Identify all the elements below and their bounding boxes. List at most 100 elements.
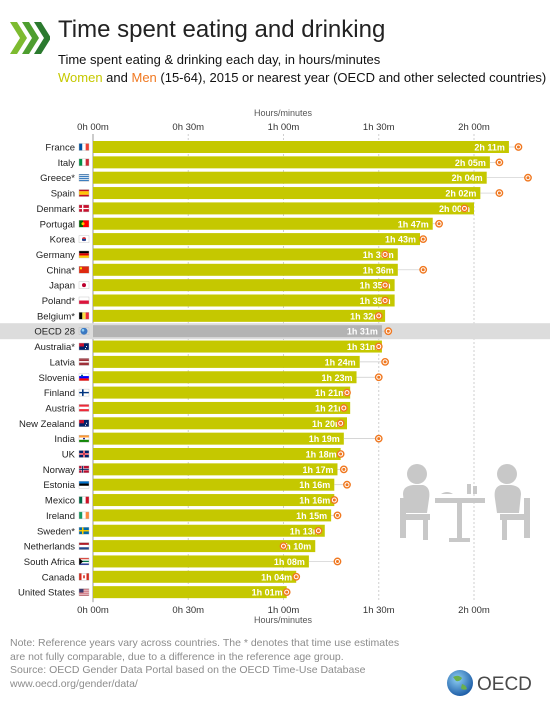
marker-men-core bbox=[421, 268, 425, 272]
bar-chart: Hours/minutes Hours/minutes 0h 00m 0h 00m 0h… bbox=[0, 108, 550, 625]
flag-kr-icon bbox=[78, 235, 90, 243]
legend-women: Women bbox=[58, 70, 103, 85]
bar-row: Portugal 1h 47m bbox=[40, 217, 443, 230]
marker-men-core bbox=[345, 483, 349, 487]
bar-women bbox=[93, 340, 382, 353]
category-label: Austria bbox=[45, 403, 75, 414]
category-label: Poland* bbox=[42, 296, 76, 307]
flag-ee-icon bbox=[78, 481, 90, 489]
bar-row: New Zealand 1h 20m bbox=[19, 417, 347, 430]
category-label: OECD 28 bbox=[34, 327, 75, 338]
flag-border bbox=[78, 235, 90, 243]
category-label: Mexico bbox=[45, 496, 75, 507]
flag-part bbox=[86, 422, 87, 424]
flag-ca-icon bbox=[78, 573, 90, 581]
flag-mx-icon bbox=[78, 496, 90, 504]
data-label: 1h 16m bbox=[299, 496, 330, 506]
data-label: 1h 13m bbox=[290, 526, 321, 536]
flag-part bbox=[79, 177, 89, 179]
marker-men-core bbox=[339, 452, 343, 456]
bar-women bbox=[93, 494, 335, 507]
tick-label-top: 1h 00m bbox=[268, 122, 300, 133]
bar-row: Mexico 1h 16m bbox=[45, 494, 339, 507]
bar-row: Sweden* 1h 13m bbox=[37, 524, 325, 537]
bar-women bbox=[93, 463, 338, 476]
marker-men-core bbox=[383, 252, 387, 256]
category-label: Australia* bbox=[34, 342, 75, 353]
legend-line: Women and Men (15-64), 2015 or nearest y… bbox=[58, 70, 546, 85]
legend-and: and bbox=[102, 70, 132, 85]
flag-es-icon bbox=[78, 189, 90, 197]
note-line-1: Note: Reference years vary across countr… bbox=[10, 637, 400, 649]
flag-part bbox=[79, 406, 89, 410]
flag-border bbox=[78, 481, 90, 489]
flag-border bbox=[78, 496, 90, 504]
bar-women bbox=[93, 386, 351, 399]
bar-row: Poland* 1h 35m bbox=[42, 294, 395, 307]
flag-part bbox=[79, 593, 89, 595]
flag-border bbox=[78, 373, 90, 381]
flag-part bbox=[82, 496, 86, 504]
marker-men-core bbox=[497, 191, 501, 195]
flag-part bbox=[79, 312, 83, 320]
bar-row: Austria 1h 21m bbox=[45, 401, 351, 414]
flag-part bbox=[79, 559, 89, 561]
oecd-chevron-logo-icon bbox=[10, 22, 50, 54]
flag-border bbox=[78, 557, 90, 566]
marker-men-core bbox=[377, 314, 381, 318]
data-label: 1h 01m bbox=[252, 588, 283, 598]
flag-part bbox=[82, 511, 86, 519]
flag-border bbox=[78, 511, 90, 520]
data-label: 1h 35m bbox=[360, 281, 391, 291]
flag-at-icon bbox=[78, 404, 90, 412]
marker-men-core bbox=[335, 513, 339, 517]
flag-border bbox=[78, 220, 90, 228]
flag-part bbox=[82, 283, 86, 288]
flag-nz-icon bbox=[78, 419, 90, 427]
marker-men-core bbox=[285, 590, 289, 594]
bar-row: Italy 2h 05m bbox=[58, 156, 504, 169]
legend-men: Men bbox=[131, 70, 157, 85]
marker-men-core bbox=[383, 360, 387, 364]
data-label: 1h 24m bbox=[325, 357, 356, 367]
flag-part bbox=[80, 327, 88, 335]
flag-part bbox=[85, 348, 86, 350]
flag-de-icon bbox=[78, 250, 90, 259]
bar-women bbox=[93, 540, 316, 553]
flag-part bbox=[79, 481, 89, 484]
data-label: 1h 16m bbox=[299, 480, 330, 490]
flag-lv-icon bbox=[78, 358, 90, 366]
flag-part bbox=[79, 563, 89, 565]
marker-men-core bbox=[437, 222, 441, 226]
bar-row: Greece* 2h 04m bbox=[40, 171, 532, 184]
category-label: Portugal bbox=[40, 219, 75, 230]
bar-women bbox=[93, 371, 357, 384]
flag-fr-icon bbox=[78, 143, 90, 151]
flag-border bbox=[78, 588, 90, 596]
flag-part bbox=[79, 297, 89, 301]
data-label: 1h 17m bbox=[302, 465, 333, 475]
flag-part bbox=[85, 158, 89, 166]
category-label: Latvia bbox=[50, 357, 76, 368]
flag-border bbox=[78, 434, 90, 443]
tick-label-bottom: 0h 30m bbox=[172, 605, 204, 616]
flag-pt-icon bbox=[78, 220, 90, 228]
marker-men-core bbox=[421, 237, 425, 241]
flag-part bbox=[81, 222, 85, 226]
chart-subtitle: Time spent eating & drinking each day, i… bbox=[58, 52, 381, 67]
bar-women bbox=[93, 478, 335, 491]
flag-part bbox=[79, 359, 89, 362]
tick-label-top: 2h 00m bbox=[458, 122, 490, 133]
flag-nl-icon bbox=[78, 542, 90, 550]
marker-men-core bbox=[497, 160, 501, 164]
bar-row: Japan 1h 35m bbox=[49, 279, 395, 292]
flag-part bbox=[79, 468, 89, 470]
flag-part bbox=[79, 143, 83, 151]
data-label: 2h 05m bbox=[455, 158, 486, 168]
bar-women bbox=[93, 570, 297, 583]
bar-women bbox=[93, 524, 325, 537]
note-line-3: Source: OECD Gender Data Portal based on… bbox=[10, 664, 366, 676]
tick-label-bottom: 1h 30m bbox=[363, 605, 395, 616]
category-label: Korea bbox=[50, 235, 76, 246]
flag-part bbox=[79, 419, 84, 424]
